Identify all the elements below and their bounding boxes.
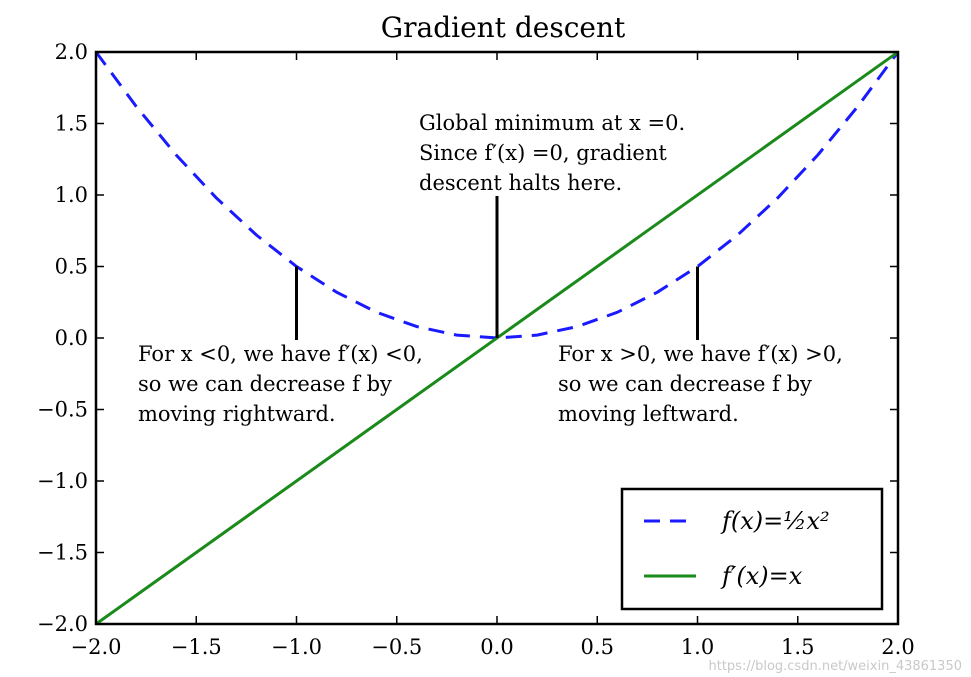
- y-tick-label: −2.0: [37, 612, 88, 636]
- x-tick-label: 1.5: [781, 635, 814, 659]
- y-axis: −2.0 −1.5 −1.0 −0.5 0.0 0.5 1.0 1.5 2.0: [37, 40, 898, 636]
- annotation-text: Global minimum at x =0. Since f′(x) =0, g…: [419, 111, 685, 195]
- annotation-text: For x <0, we have f′(x) <0, so we can dec…: [138, 342, 423, 426]
- y-tick-label: 0.0: [55, 326, 88, 350]
- y-tick-label: −1.5: [37, 541, 88, 565]
- annotations: For x <0, we have f′(x) <0, so we can dec…: [138, 111, 843, 426]
- x-tick-label: −2.0: [71, 635, 122, 659]
- legend-label-parabola: f(x)=½x²: [720, 507, 830, 535]
- y-tick-label: 2.0: [55, 40, 88, 64]
- y-tick-label: −1.0: [37, 469, 88, 493]
- watermark: https://blog.csdn.net/weixin_43861350: [708, 659, 962, 674]
- y-tick-label: 1.0: [55, 183, 88, 207]
- y-tick-label: 1.5: [55, 112, 88, 136]
- legend-label-derivative: f′(x)=x: [720, 562, 803, 590]
- x-tick-label: 1.0: [681, 635, 714, 659]
- chart-title: Gradient descent: [381, 11, 626, 44]
- x-tick-label: 2.0: [881, 635, 914, 659]
- x-tick-label: 0.5: [581, 635, 614, 659]
- x-tick-label: 0.0: [480, 635, 513, 659]
- annotation-text: For x >0, we have f′(x) >0, so we can dec…: [558, 342, 843, 426]
- legend: f(x)=½x² f′(x)=x: [620, 487, 884, 611]
- y-tick-label: 0.5: [55, 255, 88, 279]
- y-tick-label: −0.5: [37, 398, 88, 422]
- legend-box: [620, 487, 884, 611]
- x-tick-label: −0.5: [371, 635, 422, 659]
- x-axis: −2.0 −1.5 −1.0 −0.5 0.0 0.5 1.0 1.5 2.0: [71, 52, 915, 659]
- series-parabola-line: [94, 51, 900, 340]
- x-tick-label: −1.0: [271, 635, 322, 659]
- x-tick-label: −1.5: [171, 635, 222, 659]
